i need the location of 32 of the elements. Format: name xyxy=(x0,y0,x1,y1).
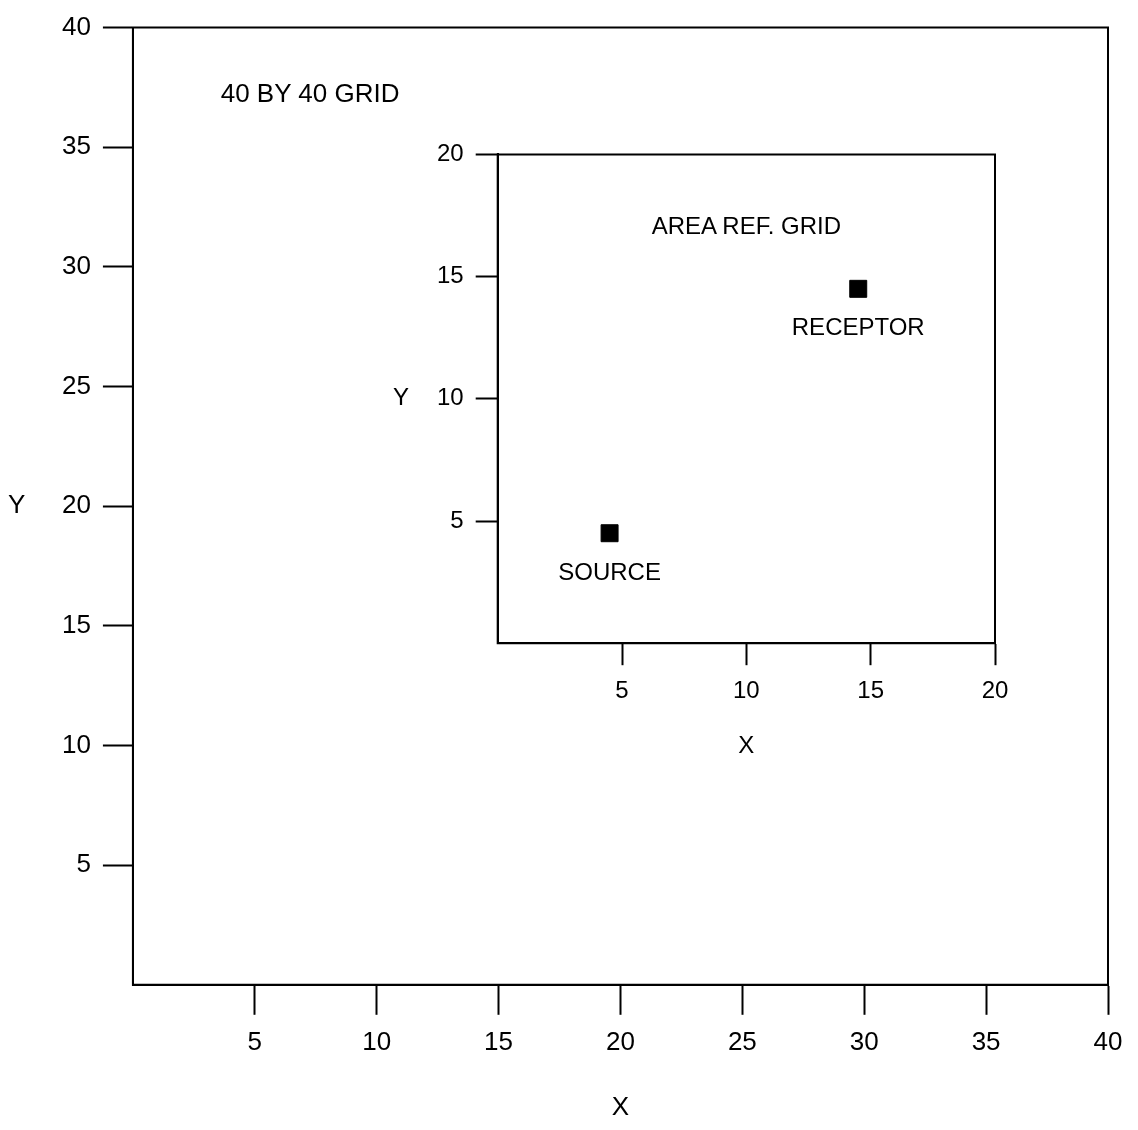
y-tick-label: 15 xyxy=(436,261,464,289)
x-tick-label: 40 xyxy=(1093,1025,1123,1056)
y-tick-label: 30 xyxy=(62,250,91,281)
x-tick-label: 15 xyxy=(857,676,885,704)
x-tick-label: 20 xyxy=(981,676,1009,704)
x-tick-label: 15 xyxy=(484,1025,514,1056)
x-tick-label: 5 xyxy=(615,676,629,704)
x-tick-label: 35 xyxy=(971,1025,1001,1056)
x-axis-title: X xyxy=(611,1091,630,1122)
x-axis-title: X xyxy=(738,730,755,758)
y-tick-label: 20 xyxy=(62,489,91,520)
x-tick-label: 10 xyxy=(733,676,760,704)
y-axis-title: Y xyxy=(8,489,26,520)
y-tick-label: 25 xyxy=(62,369,91,400)
x-tick-label: 25 xyxy=(727,1025,757,1056)
y-tick-label: 5 xyxy=(450,505,464,533)
series-label: RECEPTOR xyxy=(791,313,925,341)
y-axis-title: Y xyxy=(393,383,410,411)
x-tick-label: 20 xyxy=(606,1025,635,1056)
series-label: SOURCE xyxy=(558,557,661,585)
x-tick-label: 10 xyxy=(362,1025,392,1056)
y-tick-label: 5 xyxy=(76,848,91,879)
y-tick-label: 20 xyxy=(436,139,464,167)
y-tick-label: 15 xyxy=(62,609,91,640)
x-tick-label: 5 xyxy=(247,1025,263,1056)
text: AREA REF. GRID xyxy=(651,212,842,240)
annotation: 40 BY 40 GRID xyxy=(220,77,400,108)
y-tick-label: 10 xyxy=(436,383,464,411)
y-tick-label: 10 xyxy=(62,728,91,759)
y-tick-label: 40 xyxy=(62,10,91,41)
x-tick-label: 30 xyxy=(849,1025,879,1056)
y-tick-label: 35 xyxy=(62,130,91,161)
